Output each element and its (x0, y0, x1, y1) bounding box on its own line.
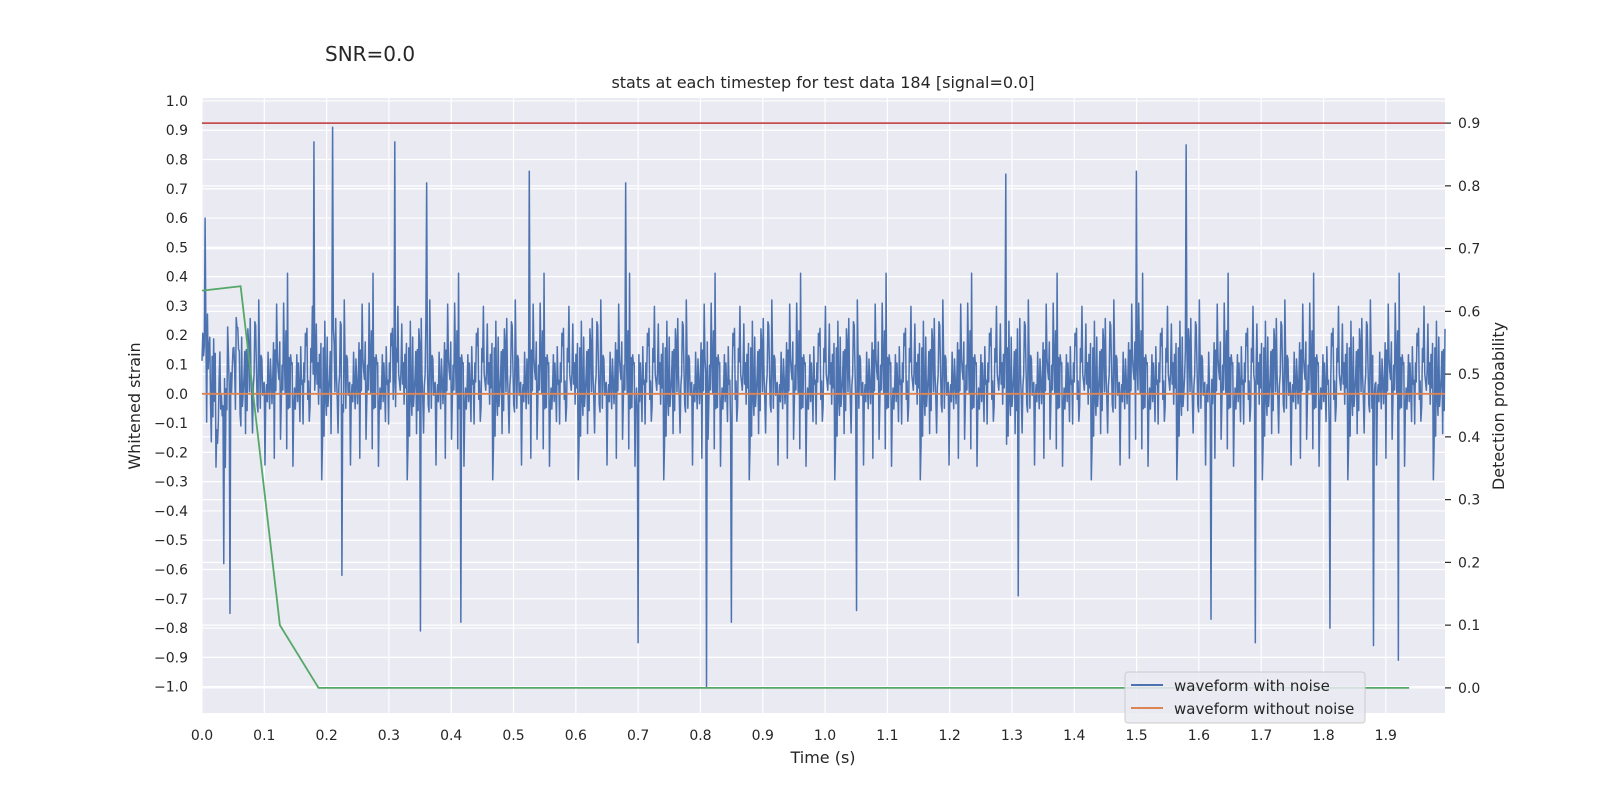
x-tick-label: 0.6 (565, 728, 587, 744)
y2-tick-label: 0.2 (1458, 555, 1480, 571)
y-tick-label: 0.0 (166, 387, 188, 403)
x-tick-label: 0.3 (378, 728, 400, 744)
legend-box (1124, 671, 1366, 724)
y-tick-label: 0.1 (166, 358, 188, 374)
y-tick-label: −0.5 (154, 533, 188, 549)
legend-label-without-noise: waveform without noise (1174, 700, 1354, 718)
y-tick-label: 0.6 (166, 211, 188, 227)
y-tick-label: −0.9 (154, 650, 188, 666)
y-tick-label: 0.2 (166, 328, 188, 344)
x-tick-label: 1.7 (1250, 728, 1272, 744)
chart-title: stats at each timestep for test data 184… (611, 73, 1034, 92)
y-tick-label: −0.4 (154, 504, 188, 520)
legend: waveform with noise waveform without noi… (1124, 671, 1366, 724)
y-tick-label: 0.9 (166, 123, 188, 139)
tick-labels: 0.0 0.1 0.2 0.3 0.4 0.5 0.6 0.7 0.8 0.9 1.0 1.1 1.2 1… (154, 94, 1480, 744)
y2-tick-label: 0.3 (1458, 493, 1480, 509)
x-tick-label: 0.7 (627, 728, 649, 744)
y-tick-label: 0.4 (166, 270, 188, 286)
series-lines (201, 122, 1446, 689)
y-tick-label: 0.8 (166, 153, 188, 169)
y2-tick-label: 0.0 (1458, 681, 1480, 697)
x-tick-label: 1.1 (876, 728, 898, 744)
x-tick-label: 1.3 (1001, 728, 1023, 744)
y-tick-label: 1.0 (166, 94, 188, 110)
y-tick-label: −0.1 (154, 416, 188, 432)
y-tick-label: −0.7 (154, 592, 188, 608)
x-tick-label: 0.5 (502, 728, 524, 744)
y-tick-label: 0.3 (166, 299, 188, 315)
x-tick-label: 1.6 (1188, 728, 1210, 744)
x-tick-label: 1.8 (1312, 728, 1334, 744)
x-tick-label: 1.9 (1375, 728, 1397, 744)
legend-label-with-noise: waveform with noise (1174, 677, 1330, 695)
x-tick-label: 0.1 (253, 728, 275, 744)
grid (201, 98, 1445, 713)
y-tick-label: 0.7 (166, 182, 188, 198)
y-tick-label: −0.8 (154, 621, 188, 637)
chart-suptitle: SNR=0.0 (325, 42, 415, 66)
x-tick-label: 1.5 (1125, 728, 1147, 744)
y-tick-label: −0.6 (154, 563, 188, 579)
y2-tick-label: 0.9 (1458, 116, 1480, 132)
x-tick-label: 0.4 (440, 728, 462, 744)
y-tick-label: −0.3 (154, 475, 188, 491)
series-detection-probability (201, 285, 1410, 689)
y2-tick-label: 0.8 (1458, 179, 1480, 195)
y-tick-label: −0.2 (154, 445, 188, 461)
y2-tick-label: 0.1 (1458, 618, 1480, 634)
x-tick-label: 0.8 (689, 728, 711, 744)
y2-tick-label: 0.6 (1458, 304, 1480, 320)
x-tick-label: 1.2 (939, 728, 961, 744)
y2-tick-label: 0.5 (1458, 367, 1480, 383)
x-tick-label: 1.4 (1063, 728, 1085, 744)
y2-tick-label: 0.4 (1458, 430, 1480, 446)
y2-axis-label: Detection probability (1489, 322, 1508, 490)
y-tick-label: 0.5 (166, 240, 188, 256)
x-tick-label: 0.9 (752, 728, 774, 744)
x-tick-label: 0.0 (191, 728, 213, 744)
series-waveform-with-noise (201, 126, 1446, 688)
y-tick-label: −1.0 (154, 680, 188, 696)
x-axis-label: Time (s) (789, 748, 855, 767)
x-tick-label: 0.2 (315, 728, 337, 744)
x-tick-label: 1.0 (814, 728, 836, 744)
y2-tick-label: 0.7 (1458, 242, 1480, 258)
y-axis-label: Whitened strain (125, 342, 144, 469)
